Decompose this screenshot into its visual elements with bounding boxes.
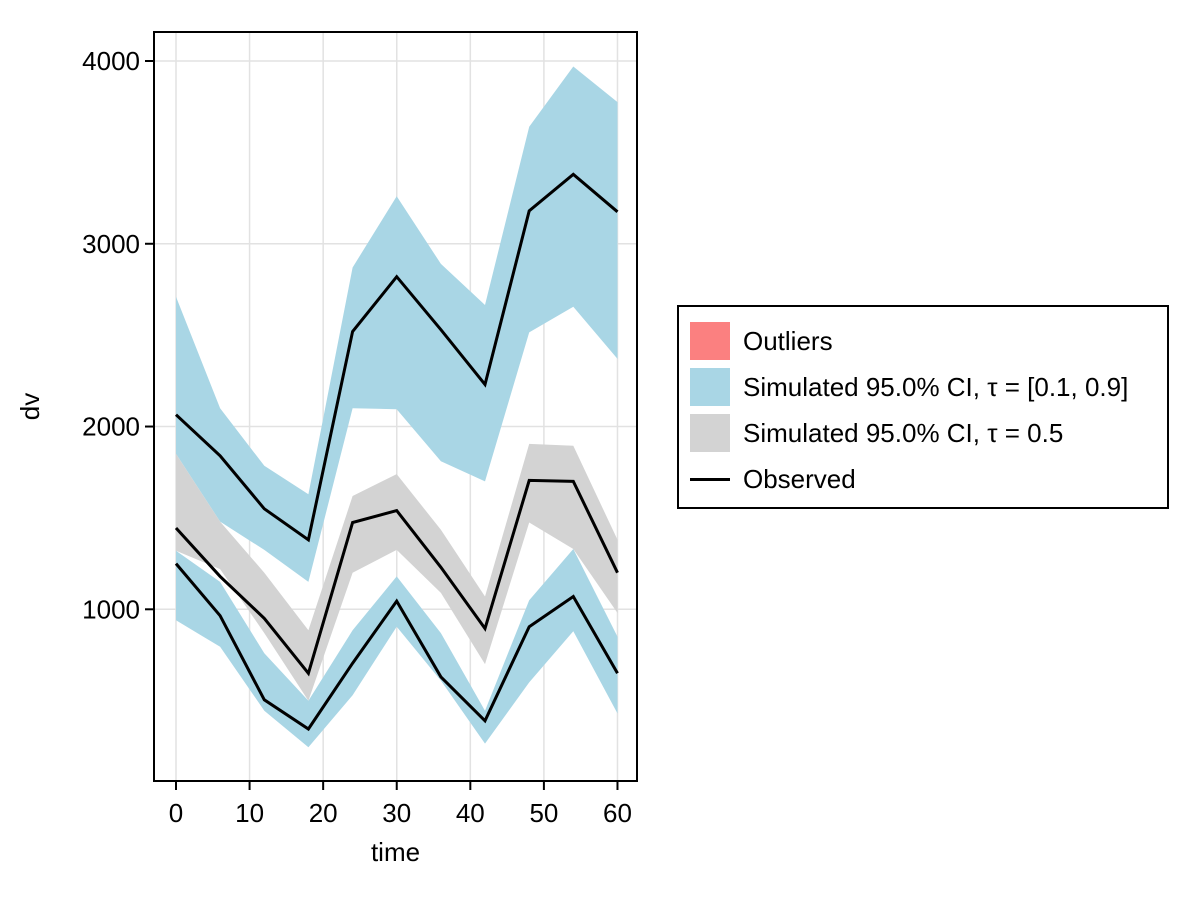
legend-label-observed: Observed [743, 463, 856, 494]
y-tick-label: 3000 [82, 229, 140, 259]
plot-frame [153, 31, 638, 782]
ci-quantiles-swatch-icon [690, 368, 730, 406]
x-tick-label: 30 [382, 798, 411, 828]
x-tick-label: 50 [529, 798, 558, 828]
y-tick-label: 1000 [82, 594, 140, 624]
x-tick-label: 60 [603, 798, 632, 828]
x-axis-title: time [371, 837, 420, 867]
legend-item-observed: Observed [690, 456, 1167, 502]
y-axis-title: dv [15, 393, 45, 420]
legend-label-outliers: Outliers [743, 325, 833, 356]
legend-label-ci-median: Simulated 95.0% CI, τ = 0.5 [743, 417, 1064, 448]
legend-item-ci-median: Simulated 95.0% CI, τ = 0.5 [690, 410, 1167, 456]
outliers-swatch-icon [690, 322, 730, 360]
axis-ticks [145, 60, 619, 790]
x-tick-label: 20 [309, 798, 338, 828]
legend-item-ci-quantiles: Simulated 95.0% CI, τ = [0.1, 0.9] [690, 364, 1167, 410]
observed-line-median [174, 478, 619, 677]
x-tick-label: 0 [169, 798, 183, 828]
ci-band-upper-quantile [176, 66, 618, 582]
ci-band-lower-quantile [176, 549, 618, 748]
legend-item-outliers: Outliers [690, 318, 1167, 364]
x-tick-label: 40 [456, 798, 485, 828]
observed-line-swatch-icon [690, 460, 730, 498]
observed-line-lower [174, 562, 619, 732]
x-tick-label: 10 [235, 798, 264, 828]
tick-labels: 0 10 20 30 40 50 60 1000 2000 3000 4000 [82, 46, 632, 828]
ci-median-swatch-icon [690, 414, 730, 452]
observed-line-upper [174, 172, 619, 543]
legend: Outliers Simulated 95.0% CI, τ = [0.1, 0… [677, 305, 1169, 509]
y-tick-label: 4000 [82, 46, 140, 76]
y-tick-label: 2000 [82, 412, 140, 442]
legend-label-ci-quantiles: Simulated 95.0% CI, τ = [0.1, 0.9] [743, 371, 1129, 402]
ci-band-median [176, 443, 618, 701]
